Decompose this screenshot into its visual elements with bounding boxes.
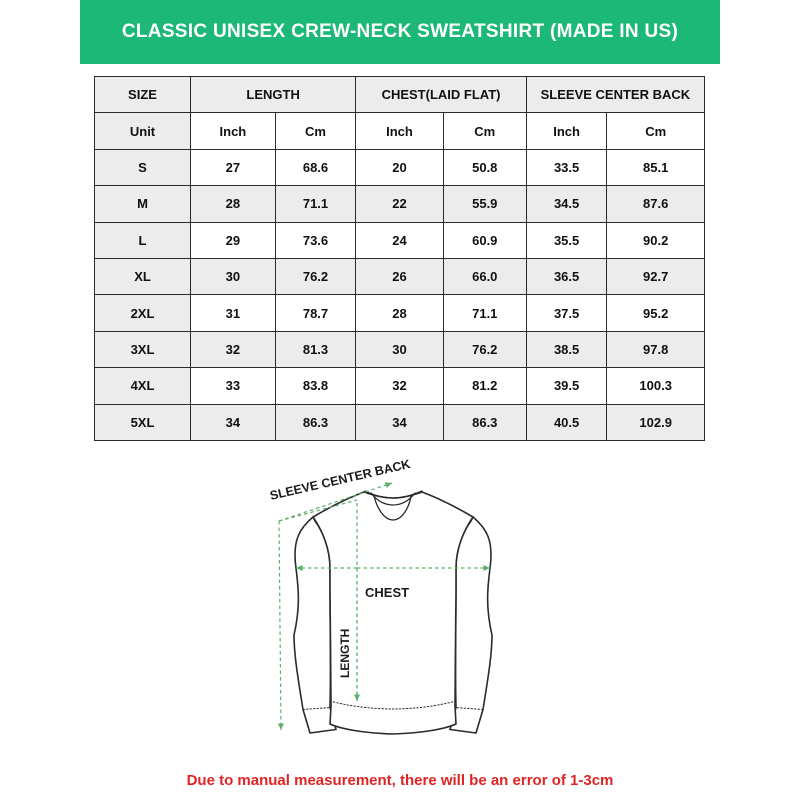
svg-text:LENGTH: LENGTH [338, 629, 352, 678]
svg-text:CHEST: CHEST [365, 585, 409, 600]
svg-text:SLEEVE CENTER BACK: SLEEVE CENTER BACK [269, 457, 412, 503]
